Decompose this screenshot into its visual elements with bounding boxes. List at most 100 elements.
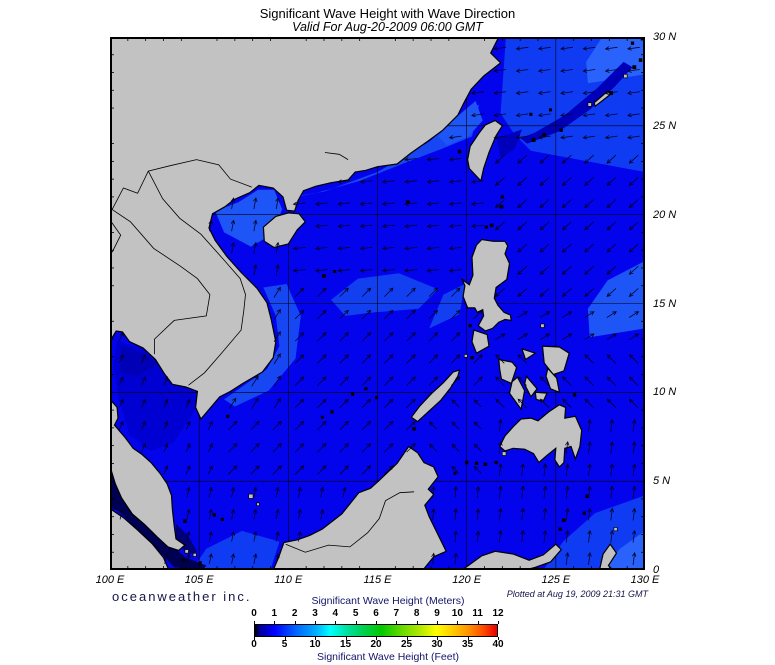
wave-arrow xyxy=(448,179,462,184)
lat-tick-label-10N: 10 N xyxy=(653,386,677,399)
wave-arrow xyxy=(339,354,349,364)
wave-arrow xyxy=(428,309,439,320)
wave-arrow xyxy=(208,553,213,564)
wave-arrow xyxy=(297,530,302,542)
wave-arrow xyxy=(404,157,417,162)
wave-arrow xyxy=(339,398,349,408)
land-cebu xyxy=(523,375,538,398)
wave-arrow xyxy=(515,90,529,96)
wave-arrow xyxy=(251,397,259,409)
wave-arrow xyxy=(609,463,615,477)
legend-colorbar xyxy=(254,624,498,637)
wave-arrow xyxy=(584,177,594,186)
wave-arrow xyxy=(495,333,506,341)
wave-arrow xyxy=(470,179,484,184)
wave-arrow xyxy=(428,354,439,364)
legend-tick xyxy=(416,621,418,624)
wave-arrow xyxy=(317,354,327,364)
wave-arrow xyxy=(253,530,258,542)
wave-arrow xyxy=(494,199,505,209)
wave-arrow xyxy=(498,529,503,543)
island-dot xyxy=(501,451,507,456)
wave-arrow xyxy=(609,507,615,521)
wave-arrow xyxy=(448,201,462,207)
wave-arrow xyxy=(584,154,594,164)
legend-tick xyxy=(477,621,479,624)
wave-arrow xyxy=(627,90,640,96)
wave-arrow xyxy=(565,441,570,454)
wave-arrow xyxy=(453,530,458,543)
wave-arrow xyxy=(537,68,551,73)
legend-meters-value: 6 xyxy=(373,608,379,619)
wave-arrow xyxy=(406,376,416,386)
wave-arrow xyxy=(428,332,439,342)
wave-arrow xyxy=(141,420,146,430)
wave-arrow xyxy=(431,508,436,521)
legend-meters-value: 1 xyxy=(271,608,278,619)
wave-arrow xyxy=(539,311,551,318)
wave-arrow xyxy=(473,465,482,474)
wave-arrow xyxy=(609,485,615,499)
wave-arrow xyxy=(275,508,280,520)
patch-west-luzon xyxy=(429,284,465,329)
wave-arrow xyxy=(230,486,236,498)
wave-arrow xyxy=(294,398,305,408)
wave-arrow xyxy=(517,354,527,364)
legend-tick xyxy=(254,621,255,624)
wave-arrow xyxy=(517,221,528,231)
wave-arrow xyxy=(517,376,527,386)
wave-arrow xyxy=(208,530,213,542)
land-taiwan xyxy=(466,119,504,183)
island-dot xyxy=(474,461,479,466)
wave-arrow xyxy=(253,508,258,520)
island-dot xyxy=(256,502,260,507)
wave-arrow xyxy=(317,309,327,320)
wave-arrow xyxy=(314,246,328,251)
wave-arrow xyxy=(584,243,594,253)
wave-arrow xyxy=(426,157,440,162)
wave-arrow xyxy=(384,332,394,342)
wave-arrow xyxy=(631,552,637,565)
wave-arrow xyxy=(628,311,640,318)
wave-arrow xyxy=(384,398,394,408)
wave-arrow xyxy=(292,246,306,251)
wave-arrow xyxy=(253,197,258,210)
wave-arrow xyxy=(406,309,416,320)
legend-tick xyxy=(437,637,438,640)
wave-arrow xyxy=(359,179,373,184)
wave-arrow xyxy=(118,331,124,342)
land-halmahera xyxy=(598,543,618,570)
patch-mid-scs xyxy=(331,273,439,316)
wave-arrow xyxy=(606,243,617,253)
wave-arrow xyxy=(448,268,462,273)
wave-arrow xyxy=(473,354,483,364)
border-vietnam-laos-cambodia xyxy=(147,170,246,386)
wave-arrow xyxy=(185,465,191,475)
wave-arrow xyxy=(451,443,460,452)
wave-arrow xyxy=(230,241,236,254)
wave-arrow xyxy=(517,333,528,341)
wave-arrow xyxy=(493,135,507,140)
wave-arrow xyxy=(337,201,351,207)
wave-arrow xyxy=(317,442,327,453)
land-hainan xyxy=(262,212,307,249)
wave-arrow xyxy=(582,135,596,140)
wave-arrow xyxy=(297,508,302,520)
wave-arrow xyxy=(609,529,615,543)
land-sulawesi-north xyxy=(461,543,563,570)
legend-tick xyxy=(254,637,255,640)
wave-arrow xyxy=(250,442,260,453)
wave-arrow xyxy=(537,135,551,140)
wave-arrow xyxy=(606,376,617,386)
wave-arrow xyxy=(609,441,615,454)
island-dot xyxy=(226,414,230,418)
wave-arrow xyxy=(470,223,484,229)
legend-feet-value: 40 xyxy=(492,639,504,650)
wave-arrow xyxy=(230,219,236,232)
island-dot xyxy=(212,513,216,517)
land-luzon xyxy=(460,238,513,332)
wave-arrow xyxy=(273,286,281,298)
land-borneo xyxy=(272,445,448,570)
wave-arrow xyxy=(294,420,305,431)
